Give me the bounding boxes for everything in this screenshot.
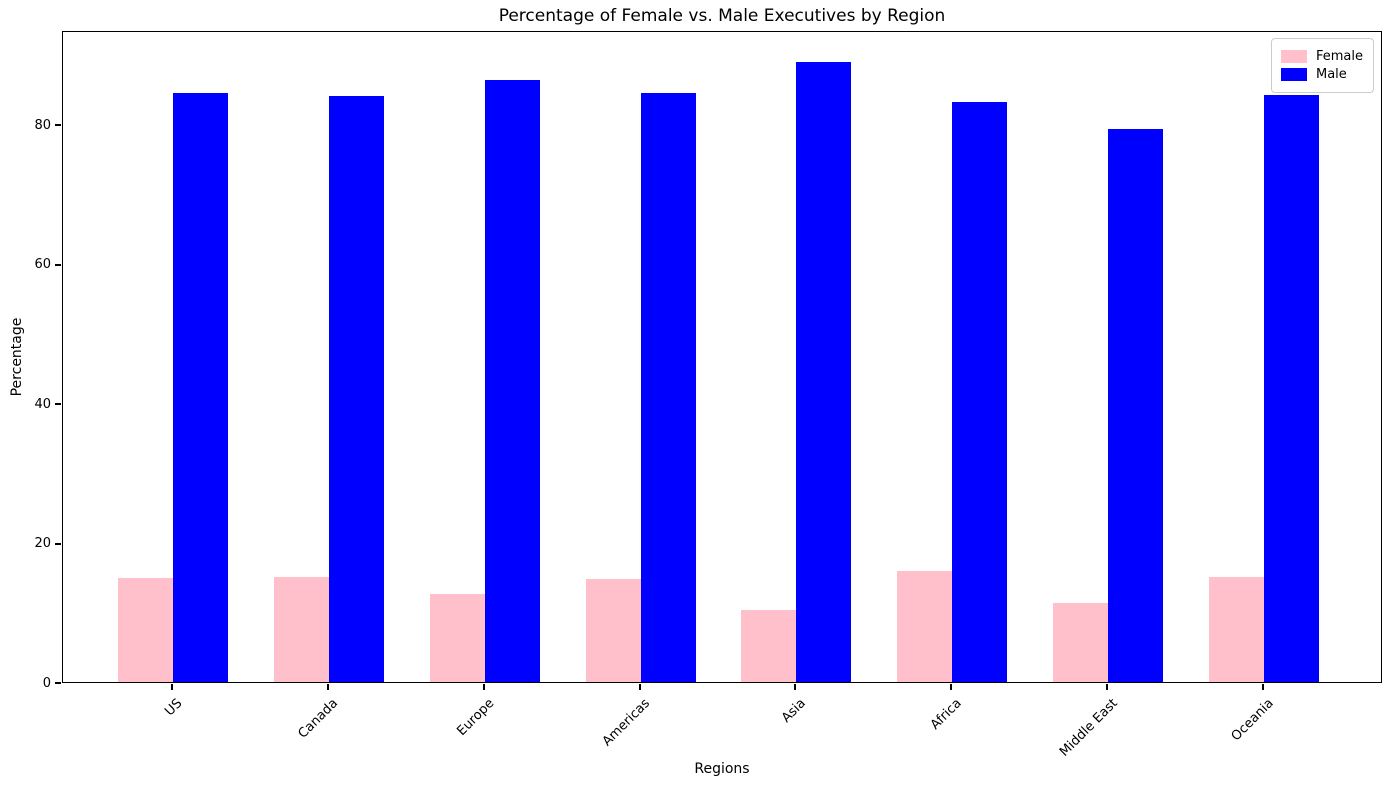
bar-male-americas — [640, 93, 696, 682]
legend-label-male: Male — [1315, 67, 1347, 82]
y-tick-mark — [55, 263, 61, 266]
bar-male-europe — [484, 80, 540, 682]
bar-male-asia — [796, 62, 852, 682]
bar-female-asia — [741, 610, 797, 682]
x-tick-label: Europe — [454, 696, 498, 739]
x-tick-mark — [950, 684, 953, 690]
x-tick-mark — [1261, 684, 1264, 690]
bar-male-middle-east — [1108, 129, 1164, 682]
y-tick-mark — [55, 124, 61, 127]
legend-label-female: Female — [1315, 49, 1363, 64]
x-tick-mark — [1106, 684, 1109, 690]
bar-female-middle-east — [1053, 603, 1109, 682]
x-tick-label: Canada — [295, 696, 342, 742]
y-axis-label: Percentage — [9, 317, 25, 397]
x-tick-mark — [638, 684, 641, 690]
x-tick-mark — [794, 684, 797, 690]
legend-item-male: Male — [1280, 67, 1363, 82]
y-tick-label: 80 — [34, 117, 51, 133]
legend: Female Male — [1270, 38, 1374, 93]
bar-female-oceania — [1208, 577, 1264, 682]
x-tick-label: Asia — [779, 696, 810, 726]
bar-male-canada — [328, 96, 384, 682]
plot-area: Female Male — [62, 31, 1382, 683]
y-tick-mark — [55, 403, 61, 406]
female-swatch — [1280, 50, 1307, 63]
y-tick-label: 60 — [34, 257, 51, 273]
x-tick-label: Americas — [599, 696, 654, 750]
y-tick-mark — [55, 542, 61, 545]
y-tick-label: 40 — [34, 396, 51, 412]
x-tick-mark — [482, 684, 485, 690]
bar-female-canada — [273, 577, 329, 682]
bar-female-us — [118, 578, 173, 682]
x-axis-label: Regions — [694, 761, 750, 777]
x-tick-label: US — [162, 696, 186, 720]
chart-title: Percentage of Female vs. Male Executives… — [498, 6, 946, 26]
y-tick-mark — [55, 682, 61, 684]
bar-female-europe — [429, 594, 485, 682]
y-tick-label: 20 — [34, 536, 51, 552]
legend-item-female: Female — [1280, 49, 1363, 64]
bar-male-oceania — [1263, 95, 1319, 682]
x-tick-mark — [326, 684, 329, 690]
bar-male-us — [173, 93, 228, 682]
bar-female-americas — [585, 579, 641, 682]
y-tick-label: 0 — [42, 675, 51, 691]
x-tick-label: Middle East — [1057, 696, 1121, 760]
x-tick-mark — [171, 684, 173, 690]
x-tick-label: Oceania — [1228, 696, 1277, 745]
bar-female-africa — [897, 571, 953, 682]
x-tick-label: Africa — [928, 696, 965, 733]
male-swatch — [1280, 68, 1307, 81]
bar-male-africa — [952, 102, 1008, 682]
